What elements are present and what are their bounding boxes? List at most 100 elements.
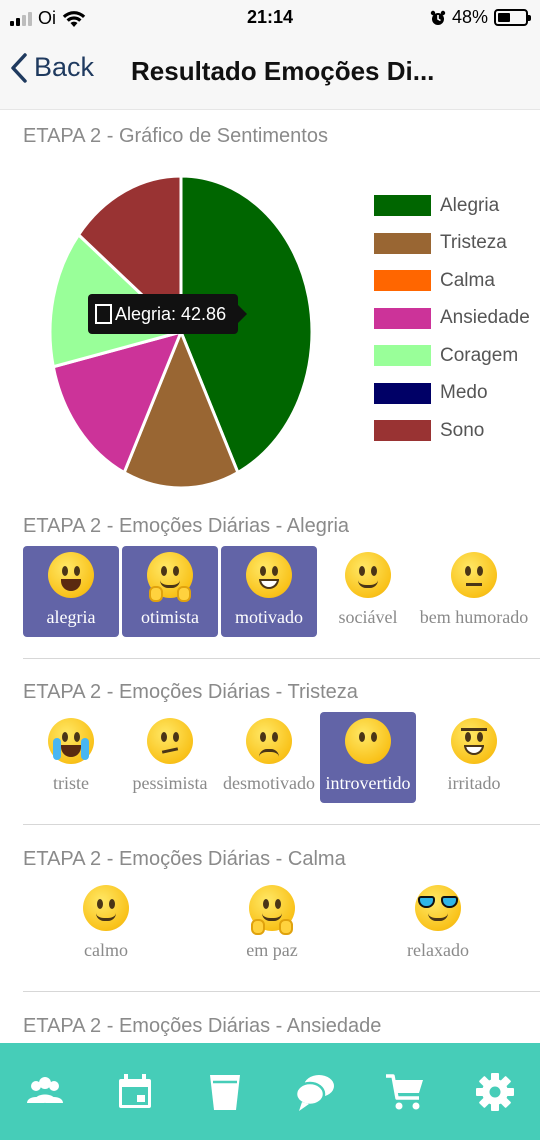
legend-item-alegria[interactable]: Alegria [374,187,530,225]
page-title: Resultado Emoções Di... [131,56,435,86]
tab-bar [0,1043,540,1140]
emotion-row-calma: calmo em paz relaxado [23,879,521,970]
status-right: 48% [430,7,531,28]
emotion-label: sociável [338,607,398,627]
grinning-face-icon [246,552,292,598]
section-title-calma: ETAPA 2 - Emoções Diárias - Calma [23,848,346,870]
battery-percent: 48% [451,7,488,27]
legend-item-calma[interactable]: Calma [374,262,530,300]
carrier-label: Oi [38,8,56,28]
cart-icon [386,1073,423,1109]
emotion-chip-triste[interactable]: triste [23,712,119,803]
legend-item-tristeza[interactable]: Tristeza [374,225,530,263]
back-label: Back [34,52,95,82]
chat-bubbles-icon [294,1074,334,1111]
emotion-label: bem humorado [419,607,529,627]
emotion-label: alegria [46,607,96,627]
legend-label: Ansiedade [440,307,530,329]
signal-icon [10,11,32,26]
section-title-alegria: ETAPA 2 - Emoções Diárias - Alegria [23,515,350,537]
legend-label: Tristeza [440,232,507,254]
hugging-face-icon [249,885,295,935]
hugging-face-icon [147,552,193,602]
emotion-chip-sociável[interactable]: sociável [320,546,416,637]
legend-item-ansiedade[interactable]: Ansiedade [374,300,530,338]
legend-swatch [374,195,431,217]
glass-icon [210,1074,240,1110]
tab-glass[interactable] [195,1062,255,1122]
battery-icon [494,9,531,26]
emotion-chip-motivado[interactable]: motivado [221,546,317,637]
gear-icon [476,1072,514,1111]
content-scroll[interactable]: ETAPA 2 - Gráfico de Sentimentos Alegria… [0,110,540,1043]
emotion-label: pessimista [132,773,208,793]
divider [23,824,540,825]
legend-label: Calma [440,269,495,291]
status-bar: Oi 21:14 48% [0,0,540,36]
section-title-tristeza: ETAPA 2 - Emoções Diárias - Tristeza [23,681,358,703]
emotion-label: otimista [141,607,199,627]
emotion-label: desmotivado [223,773,315,793]
legend-item-sono[interactable]: Sono [374,412,530,450]
legend-swatch [374,382,431,404]
confused-face-icon [147,718,193,764]
emotion-label: calmo [84,940,128,960]
clock: 21:14 [246,7,294,27]
smiling-face-icon [345,552,391,598]
pie-slice-ansiedade[interactable] [51,329,184,475]
pensive-face-icon [246,718,292,764]
emotion-chip-em-paz[interactable]: em paz [189,879,355,970]
emotion-row-tristeza: triste pessimista desmotivado introvertido i… [23,712,532,803]
emotion-chip-alegria[interactable]: alegria [23,546,119,637]
legend-item-medo[interactable]: Medo [374,375,530,413]
emotion-label: triste [53,773,89,793]
legend-label: Coragem [440,344,519,366]
tooltip-text: Alegria: 42.86 [115,303,227,324]
emotion-chip-relaxado[interactable]: relaxado [355,879,521,970]
calendar-icon [119,1073,151,1108]
pie-slice-tristeza[interactable] [122,327,240,490]
emotion-chip-calmo[interactable]: calmo [23,879,189,970]
legend-label: Medo [440,382,488,404]
divider [23,658,540,659]
angry-face-icon [451,718,497,764]
alarm-icon [430,10,446,25]
tab-calendar[interactable] [105,1062,165,1122]
group-icon [27,1076,63,1103]
status-left: Oi [10,8,86,29]
tooltip-swatch [95,304,112,324]
chevron-left-icon [11,52,27,83]
tab-group[interactable] [15,1062,75,1122]
tab-chat[interactable] [285,1062,345,1122]
legend-swatch [374,345,431,367]
legend-label: Alegria [440,194,500,216]
chart-section-title: ETAPA 2 - Gráfico de Sentimentos [23,125,328,147]
emotion-chip-bem-humorado[interactable]: bem humorado [419,546,529,637]
legend-label: Sono [440,419,485,441]
emotion-chip-desmotivado[interactable]: desmotivado [221,712,317,803]
legend-swatch [374,307,431,329]
emotion-chip-irritado[interactable]: irritado [419,712,529,803]
tab-settings[interactable] [465,1062,525,1122]
emotion-label: em paz [246,940,298,960]
face-without-mouth-icon [345,718,391,764]
back-button[interactable]: Back [10,52,94,83]
legend-item-coragem[interactable]: Coragem [374,337,530,375]
emotion-chip-otimista[interactable]: otimista [122,546,218,637]
sunglasses-face-icon [415,885,461,931]
emotion-chip-introvertido[interactable]: introvertido [320,712,416,803]
emotion-row-alegria: alegria otimista motivado sociável bem humor… [23,546,532,637]
chart-legend: Alegria Tristeza Calma Ansiedade Coragem Medo… [374,187,530,450]
wifi-icon [62,10,86,27]
legend-swatch [374,270,431,292]
pie-slice-alegria[interactable] [179,174,314,475]
navigation-bar: Back Resultado Emoções Di... [0,36,540,110]
neutral-face-icon [451,552,497,598]
emotion-label: motivado [235,607,303,627]
tab-cart[interactable] [375,1062,435,1122]
emotion-label: relaxado [407,940,469,960]
relieved-face-icon [83,885,129,931]
emotion-chip-pessimista[interactable]: pessimista [122,712,218,803]
pie-slice-sono[interactable] [76,174,183,336]
surprised-face-icon [48,552,94,598]
